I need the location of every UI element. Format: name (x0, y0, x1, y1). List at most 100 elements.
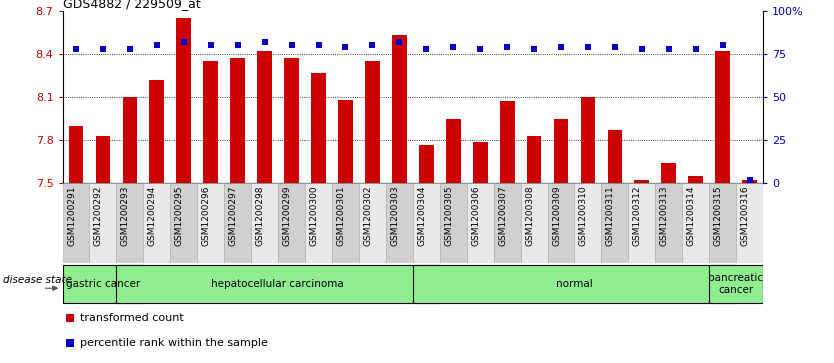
Text: GSM1200300: GSM1200300 (309, 186, 319, 246)
Point (636, 46, 649, 52)
Point (96, 46, 109, 52)
FancyBboxPatch shape (709, 265, 762, 303)
Point (581, 44, 595, 50)
Bar (365, 61, 379, 183)
Point (527, 46, 540, 52)
Text: GSM1200293: GSM1200293 (121, 186, 130, 246)
Text: GSM1200292: GSM1200292 (94, 186, 103, 246)
Text: GSM1200307: GSM1200307 (498, 186, 507, 246)
Bar (413, 183, 440, 263)
Bar (311, 73, 326, 183)
Text: GSM1200311: GSM1200311 (606, 186, 615, 246)
Bar (68, 126, 83, 183)
Bar (386, 183, 413, 263)
Bar (709, 183, 736, 263)
Bar (661, 163, 676, 183)
Bar (607, 130, 622, 183)
Text: gastric cancer: gastric cancer (66, 279, 140, 289)
Bar (500, 101, 515, 183)
Text: normal: normal (555, 279, 593, 289)
Bar (230, 58, 245, 183)
Text: GSM1200310: GSM1200310 (579, 186, 588, 246)
Text: pancreatic
cancer: pancreatic cancer (708, 273, 763, 295)
Text: disease state: disease state (3, 275, 72, 285)
Point (177, 39, 190, 45)
Bar (123, 97, 138, 183)
Point (743, 177, 756, 183)
Bar (440, 183, 467, 263)
Text: GSM1200294: GSM1200294 (148, 186, 157, 246)
FancyBboxPatch shape (63, 265, 143, 303)
Bar (117, 183, 143, 263)
Bar (601, 183, 628, 263)
Point (339, 44, 352, 50)
Text: GSM1200298: GSM1200298 (256, 186, 264, 246)
Bar (177, 18, 191, 183)
Point (63, 315, 76, 321)
Text: GDS4882 / 229509_at: GDS4882 / 229509_at (63, 0, 200, 10)
Bar (143, 183, 170, 263)
Bar (392, 35, 407, 183)
Text: GSM1200291: GSM1200291 (67, 186, 76, 246)
Bar (63, 183, 89, 263)
Text: GSM1200306: GSM1200306 (471, 186, 480, 246)
Bar (575, 183, 601, 263)
Point (689, 46, 702, 52)
Point (123, 46, 137, 52)
Text: GSM1200302: GSM1200302 (364, 186, 373, 246)
Bar (96, 136, 110, 183)
Point (555, 44, 568, 50)
Bar (278, 183, 305, 263)
Text: GSM1200315: GSM1200315 (714, 186, 723, 246)
Text: GSM1200305: GSM1200305 (445, 186, 453, 246)
Bar (149, 80, 164, 183)
Text: GSM1200301: GSM1200301 (336, 186, 345, 246)
Bar (527, 136, 541, 183)
Bar (520, 183, 548, 263)
Text: GSM1200296: GSM1200296 (202, 186, 211, 246)
Bar (89, 183, 117, 263)
Bar (359, 183, 386, 263)
Point (366, 42, 379, 48)
Bar (257, 51, 272, 183)
Bar (682, 183, 709, 263)
Bar (446, 119, 460, 183)
Text: GSM1200295: GSM1200295 (175, 186, 183, 246)
Text: percentile rank within the sample: percentile rank within the sample (80, 338, 268, 348)
Point (69, 46, 83, 52)
Point (150, 42, 163, 48)
Point (446, 44, 460, 50)
Point (500, 44, 514, 50)
Bar (284, 58, 299, 183)
Text: GSM1200304: GSM1200304 (417, 186, 426, 246)
Bar (656, 183, 682, 263)
Bar (305, 183, 332, 263)
Point (204, 42, 218, 48)
Text: GSM1200309: GSM1200309 (552, 186, 561, 246)
Bar (716, 51, 730, 183)
Text: GSM1200316: GSM1200316 (741, 186, 750, 246)
Bar (224, 183, 251, 263)
Point (716, 42, 730, 48)
Point (420, 46, 433, 52)
Bar (473, 142, 488, 183)
Text: GSM1200308: GSM1200308 (525, 186, 534, 246)
Text: GSM1200297: GSM1200297 (229, 186, 238, 246)
Point (608, 44, 621, 50)
Text: hepatocellular carcinoma: hepatocellular carcinoma (212, 279, 344, 289)
Point (312, 42, 325, 48)
Point (258, 39, 271, 45)
Bar (251, 183, 278, 263)
Text: GSM1200314: GSM1200314 (686, 186, 696, 246)
Point (285, 42, 299, 48)
Text: GSM1200313: GSM1200313 (660, 186, 669, 246)
FancyBboxPatch shape (117, 265, 440, 303)
FancyBboxPatch shape (413, 265, 736, 303)
Bar (548, 183, 575, 263)
Point (393, 39, 406, 45)
Bar (198, 183, 224, 263)
Bar (580, 97, 595, 183)
Bar (494, 183, 520, 263)
Bar (170, 183, 198, 263)
Bar (628, 183, 656, 263)
